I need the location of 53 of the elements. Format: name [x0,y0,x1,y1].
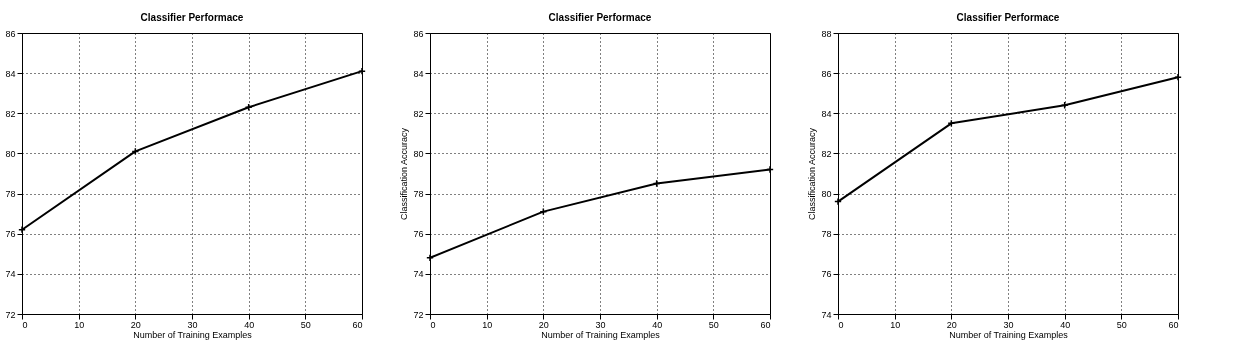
x-axis-title: Number of Training Examples [541,329,661,340]
y-tick-label: 82 [413,108,424,119]
x-tick-label: 40 [244,319,255,330]
chart-title: Classifier Performace [548,12,652,23]
y-tick-label: 88 [821,28,832,39]
x-tick-label: 50 [300,319,311,330]
y-tick-label: 76 [413,229,424,240]
y-tick-label: 78 [821,229,832,240]
y-tick-label: 72 [5,309,16,320]
x-tick-label: 20 [946,319,957,330]
y-tick-label: 74 [413,269,424,280]
y-tick-label: 84 [5,68,16,79]
x-tick-label: 0 [430,319,436,330]
chart-title: Classifier Performace [140,12,244,23]
y-tick-label: 76 [821,269,832,280]
y-axis-title: Classification Accuracy [807,127,818,221]
y-tick-label: 86 [413,28,424,39]
y-tick-label: 86 [5,28,16,39]
y-tick-label: 84 [821,108,832,119]
y-tick-label: 80 [5,148,16,159]
y-tick-label: 86 [821,68,832,79]
y-tick-label: 74 [5,269,16,280]
x-tick-label: 0 [838,319,844,330]
x-tick-label: 30 [187,319,198,330]
x-tick-label: 0 [22,319,28,330]
y-tick-label: 82 [821,148,832,159]
x-tick-label: 30 [595,319,606,330]
x-tick-label: 50 [708,319,719,330]
y-tick-label: 74 [821,309,832,320]
y-tick-label: 84 [413,68,424,79]
x-tick-label: 60 [352,319,363,330]
y-axis-title: Classification Accuracy [399,127,410,221]
x-tick-label: 60 [1168,319,1179,330]
y-tick-label: 80 [413,148,424,159]
y-tick-label: 72 [413,309,424,320]
chart-title: Classifier Performace [956,12,1060,23]
y-tick-label: 82 [5,108,16,119]
x-tick-label: 40 [1060,319,1071,330]
x-tick-label: 30 [1003,319,1014,330]
x-tick-label: 40 [652,319,663,330]
y-tick-label: 78 [413,189,424,200]
x-tick-label: 10 [482,319,493,330]
y-tick-label: 80 [821,189,832,200]
x-tick-label: 10 [74,319,85,330]
x-tick-label: 60 [760,319,771,330]
x-tick-label: 20 [538,319,549,330]
x-tick-label: 20 [130,319,141,330]
x-axis-title: Number of Training Examples [133,329,253,340]
x-tick-label: 10 [890,319,901,330]
x-tick-label: 50 [1116,319,1127,330]
y-tick-label: 78 [5,189,16,200]
x-axis-title: Number of Training Examples [949,329,1069,340]
y-tick-label: 76 [5,229,16,240]
